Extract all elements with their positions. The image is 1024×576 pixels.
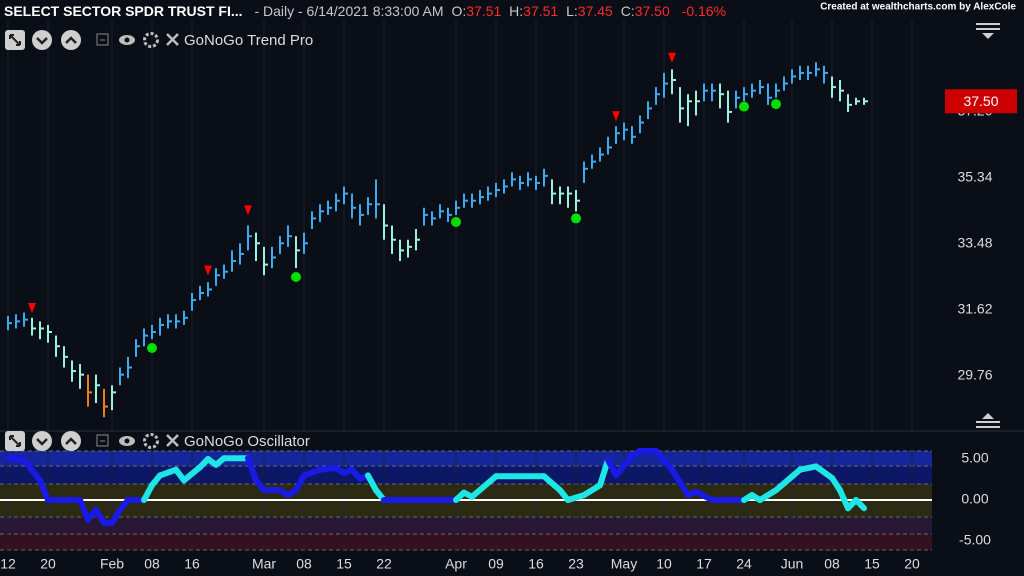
x-tick-label: Feb [100, 556, 124, 572]
move-down-button[interactable] [32, 30, 52, 50]
last-price-label: 37.50 [963, 93, 998, 109]
x-tick-label: 15 [864, 556, 880, 572]
oscillator-segment [77, 497, 91, 523]
collapse-button[interactable] [96, 434, 109, 447]
y-tick-label: 0.00 [961, 491, 988, 507]
oscillator-segment [181, 464, 203, 484]
y-tick-label: 35.34 [957, 169, 992, 185]
close: 37.50 [635, 3, 670, 19]
toolbar: GoNoGo Oscillator [5, 431, 310, 451]
axis-collapse-icon[interactable] [976, 23, 1000, 39]
x-tick-label: 16 [184, 556, 200, 572]
x-tick-label: May [611, 556, 637, 572]
oscillator-segment [669, 466, 691, 499]
x-tick-label: 24 [736, 556, 752, 572]
high: 37.51 [523, 3, 558, 19]
sell-signal [204, 265, 212, 276]
plot: 12 20 Feb 08 16 Mar 08 15 22 Apr 09 16 23 May 10 17 24 Ju… [0, 20, 1017, 572]
panel-title: GoNoGo Trend Pro [184, 32, 313, 49]
zone [0, 517, 932, 534]
axis-expand-icon[interactable] [976, 413, 1000, 428]
symbol: SELECT SECTOR SPDR TRUST FI... [4, 3, 243, 19]
credit: Created at wealthcharts.com by AlexCole [820, 2, 1016, 13]
oscillator-segment [613, 452, 635, 479]
toolbar: GoNoGo Trend Pro [5, 30, 313, 50]
sell-signal [244, 205, 252, 216]
oscillator-segment [853, 497, 867, 512]
collapse-button[interactable] [96, 33, 109, 46]
x-tick-label: 22 [376, 556, 392, 572]
low: 37.45 [578, 3, 613, 19]
move-down-button[interactable] [32, 431, 52, 451]
panel-title: GoNoGo Oscillator [184, 433, 310, 450]
oscillator-segment [581, 482, 603, 499]
move-up-button[interactable] [61, 30, 81, 50]
oscillator-segment [21, 456, 43, 484]
settings-button[interactable] [143, 433, 159, 449]
y-tick-label: 5.00 [961, 450, 988, 466]
oscillator-segment [469, 473, 499, 500]
interval: - Daily - 6/14/2021 8:33:00 AM [254, 3, 443, 19]
close-button[interactable] [166, 33, 179, 46]
settings-button[interactable] [143, 32, 159, 48]
y-tick-label: -5.00 [959, 532, 991, 548]
x-tick-label: Mar [252, 556, 276, 572]
oscillator-segment [837, 487, 851, 512]
x-tick-label: 09 [488, 556, 504, 572]
x-tick-label: 08 [824, 556, 840, 572]
buy-signal [571, 213, 581, 224]
oscillator-segment [813, 463, 835, 481]
x-tick-label: 17 [696, 556, 712, 572]
change: -0.16% [682, 3, 726, 19]
close-label: C: [621, 3, 635, 19]
open: 37.51 [466, 3, 501, 19]
header: SELECT SECTOR SPDR TRUST FI... - Daily -… [4, 3, 726, 19]
x-tick-label: Jun [781, 556, 804, 572]
buy-signal [147, 343, 157, 353]
close-button[interactable] [166, 434, 179, 447]
oscillator-segment [37, 477, 51, 504]
y-tick-label: 33.48 [957, 235, 992, 251]
low-label: L: [566, 3, 578, 19]
last-price-box [945, 89, 1017, 114]
x-tick-label: 10 [656, 556, 672, 572]
oscillator-segment [245, 455, 259, 484]
x-tick-label: 08 [296, 556, 312, 572]
x-tick-label: 16 [528, 556, 544, 572]
oscillator-segment [597, 456, 611, 489]
oscillator-segment [773, 466, 803, 494]
oscillator-segment [541, 473, 563, 494]
open-label: O: [451, 3, 466, 19]
move-up-button[interactable] [61, 431, 81, 451]
x-tick-label: 23 [568, 556, 584, 572]
sell-signal [612, 111, 620, 122]
oscillator-segment [757, 487, 779, 504]
zone [0, 451, 932, 466]
x-tick-label: 12 [0, 556, 16, 572]
buy-signal [771, 99, 781, 110]
zone [0, 534, 932, 550]
x-tick-label: Apr [445, 556, 467, 572]
zone [0, 466, 932, 484]
oscillator-segment [653, 447, 675, 473]
x-tick-label: 20 [40, 556, 56, 572]
sell-signal [28, 302, 36, 313]
sell-signal [668, 52, 676, 63]
y-tick-label: 29.76 [957, 367, 992, 383]
buy-signal [291, 272, 301, 283]
high-label: H: [509, 3, 523, 19]
x-tick-label: 20 [904, 556, 920, 572]
y-tick-label: 31.62 [957, 301, 992, 317]
buy-signal [739, 101, 749, 112]
x-tick-label: 15 [336, 556, 352, 572]
buy-signal [451, 216, 461, 227]
x-tick-label: 08 [144, 556, 160, 572]
oscillator-zones [0, 450, 932, 551]
